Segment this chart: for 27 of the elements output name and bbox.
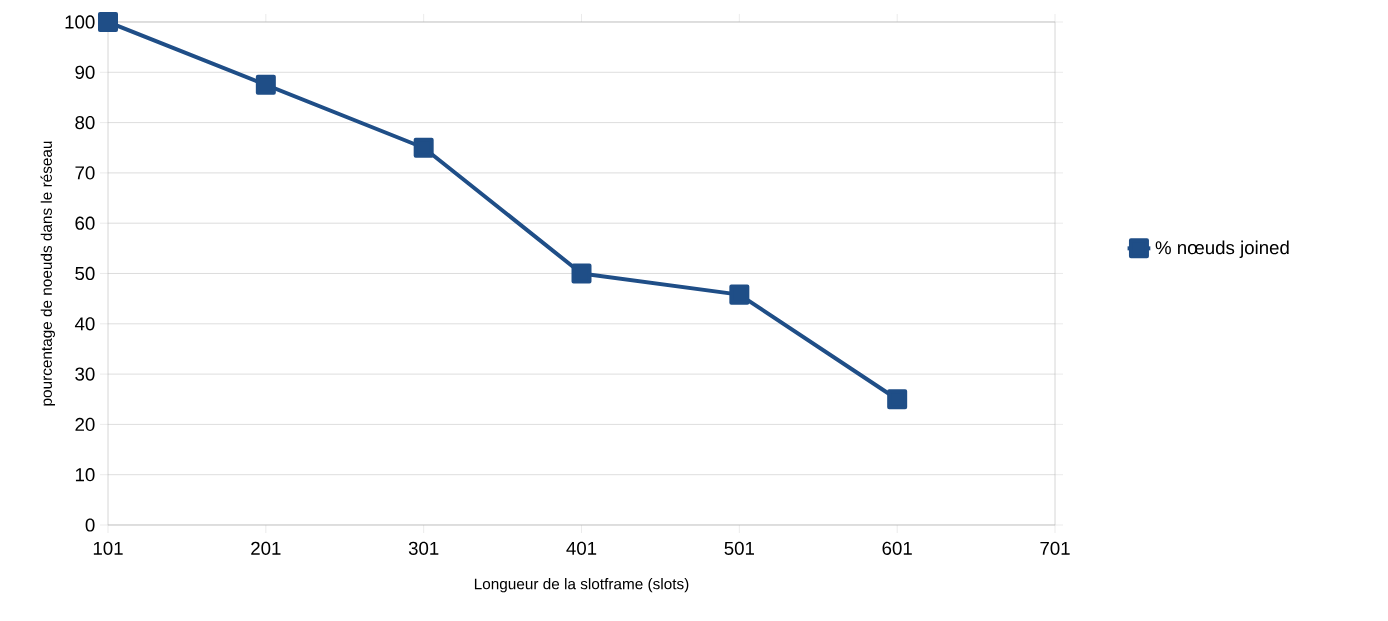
y-tick-label: 80 bbox=[75, 115, 95, 130]
y-tick-label: 70 bbox=[75, 166, 95, 180]
y-tick-label: 0 bbox=[85, 518, 95, 532]
y-tick-label: 30 bbox=[75, 367, 95, 381]
x-tick-label: 601 bbox=[882, 541, 912, 555]
point bbox=[729, 284, 750, 305]
x-tick-label: 701 bbox=[1040, 541, 1070, 555]
point bbox=[887, 389, 908, 410]
y-tick-label: 10 bbox=[75, 468, 95, 482]
x-tick-label: 201 bbox=[251, 541, 281, 555]
y-tick-label: 100 bbox=[65, 15, 95, 29]
x-tick-label: 101 bbox=[93, 541, 123, 555]
x-tick-label: 401 bbox=[566, 541, 597, 555]
point bbox=[571, 263, 592, 284]
x-axis-title: Longueur de la slotframe (slots) bbox=[474, 578, 689, 593]
point bbox=[98, 11, 118, 32]
y-tick-label: 20 bbox=[75, 417, 95, 432]
point bbox=[255, 74, 276, 95]
y-tick-label: 50 bbox=[75, 266, 95, 281]
y-axis-title: pourcentage de noeuds dans le réseau bbox=[40, 141, 55, 406]
x-tick-label: 501 bbox=[724, 541, 754, 555]
point bbox=[413, 137, 434, 158]
y-tick-label: 90 bbox=[75, 65, 95, 79]
legend-label: % nœuds joined bbox=[1155, 240, 1289, 258]
y-tick-label: 60 bbox=[75, 216, 95, 230]
x-tick-label: 301 bbox=[408, 541, 439, 555]
y-tick-label: 40 bbox=[74, 317, 95, 331]
